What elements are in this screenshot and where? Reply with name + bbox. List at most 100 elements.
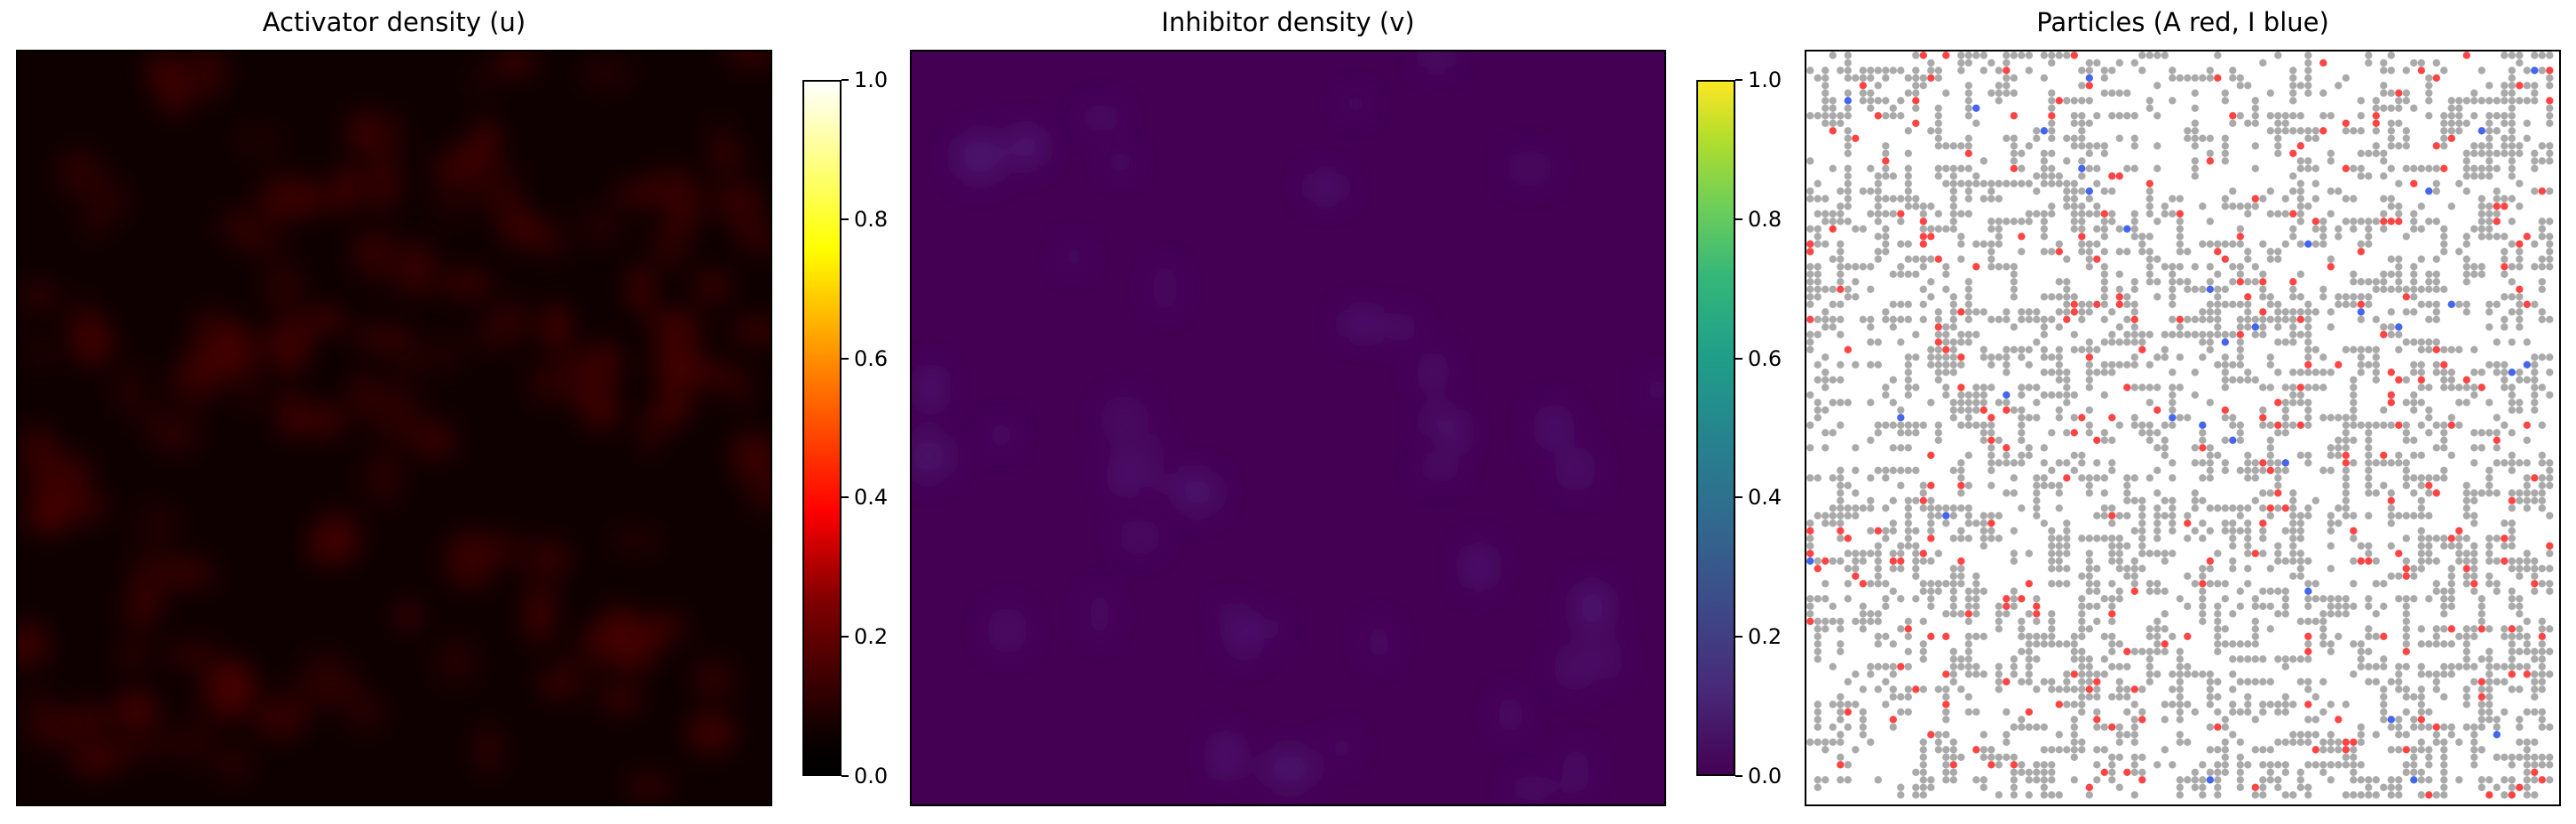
particle-dot-neutral (2100, 89, 2108, 97)
heatmap-density-blob (134, 503, 184, 544)
particle-dot-neutral (2184, 74, 2192, 82)
particle-dot-neutral (2251, 677, 2259, 685)
particle-dot-neutral (1844, 565, 1852, 573)
particle-dot-neutral (2130, 278, 2138, 286)
particle-dot-neutral (2319, 466, 2327, 474)
particle-dot-neutral (2085, 550, 2093, 558)
particle-dot-neutral (2425, 338, 2433, 346)
particle-dot-neutral (1867, 399, 1875, 407)
particle-dot-neutral (2296, 617, 2304, 625)
particle-dot-neutral (2229, 519, 2237, 527)
particle-dot-neutral (2003, 360, 2011, 368)
particle-dot-activator (2161, 640, 2169, 648)
particle-dot-neutral (2078, 315, 2086, 323)
particle-dot-neutral (1934, 429, 1942, 437)
particle-dot-activator (2417, 67, 2425, 75)
particle-dot-neutral (2229, 187, 2237, 195)
particle-dot-neutral (2319, 677, 2327, 685)
particle-dot-neutral (2304, 406, 2312, 414)
particle-dot-neutral (1972, 662, 1980, 670)
particle-dot-neutral (1919, 74, 1927, 82)
particle-dot-neutral (2410, 278, 2418, 286)
particle-dot-neutral (1934, 436, 1942, 444)
particle-dot-activator (1806, 315, 1814, 323)
particle-dot-neutral (2161, 496, 2169, 504)
particle-dot-neutral (1972, 391, 1980, 399)
particle-dot-neutral (2259, 746, 2267, 754)
particle-dot-neutral (1964, 338, 1972, 346)
particle-dot-neutral (2501, 97, 2509, 105)
particle-dot-neutral (2025, 179, 2033, 187)
particle-dot-neutral (1942, 761, 1950, 769)
particle-dot-neutral (1889, 519, 1897, 527)
particle-dot-neutral (2508, 587, 2516, 595)
particle-dot-neutral (2145, 278, 2153, 286)
particle-dot-neutral (2281, 308, 2289, 316)
particle-dot-activator (2025, 580, 2033, 588)
particle-dot-neutral (2493, 662, 2501, 670)
particle-dot-neutral (1852, 466, 1860, 474)
particle-dot-neutral (2100, 746, 2108, 754)
particle-dot-neutral (2108, 776, 2116, 784)
particle-dot-neutral (2380, 194, 2388, 202)
particle-dot-neutral (2003, 368, 2011, 376)
particle-dot-neutral (1859, 610, 1867, 618)
particle-dot-neutral (2357, 791, 2365, 799)
particle-dot-neutral (2063, 542, 2071, 550)
particle-dot-neutral (1882, 662, 1890, 670)
particle-dot-neutral (2304, 127, 2312, 135)
particle-dot-neutral (2169, 474, 2177, 482)
particle-dot-neutral (2508, 240, 2516, 248)
particle-dot-neutral (2311, 345, 2319, 353)
particle-dot-neutral (2417, 59, 2425, 67)
particle-dot-inhibitor (2206, 776, 2214, 784)
particle-dot-neutral (2350, 399, 2358, 407)
particle-dot-neutral (1889, 104, 1897, 112)
particle-dot-neutral (2070, 414, 2078, 422)
particle-dot-neutral (2108, 640, 2116, 648)
particle-dot-neutral (1867, 360, 1875, 368)
heatmap-density-blob (232, 126, 283, 156)
particle-dot-activator (1837, 527, 1845, 535)
particle-dot-neutral (2221, 368, 2229, 376)
particle-dot-neutral (2206, 74, 2214, 82)
particle-dot-neutral (2274, 738, 2282, 746)
particle-dot-neutral (1949, 187, 1957, 195)
particle-dot-neutral (1927, 776, 1935, 784)
particle-dot-neutral (1942, 685, 1950, 693)
particle-dot-activator (1964, 610, 1972, 618)
particle-dot-neutral (1806, 738, 1814, 746)
particle-dot-neutral (2078, 655, 2086, 663)
particle-dot-neutral (1867, 496, 1875, 504)
particle-dot-neutral (2266, 761, 2274, 769)
heatmap-density-blob (235, 363, 267, 412)
particle-dot-neutral (2531, 240, 2539, 248)
particle-dot-neutral (2085, 97, 2093, 105)
particle-dot-neutral (1964, 504, 1972, 512)
particle-dot-activator (2296, 384, 2304, 392)
particle-dot-neutral (2350, 753, 2358, 761)
particle-dot-neutral (2115, 248, 2123, 256)
particle-dot-neutral (2206, 149, 2214, 157)
particle-dot-neutral (2048, 527, 2056, 535)
particle-dot-neutral (2455, 550, 2463, 558)
particle-dot-neutral (2161, 587, 2169, 595)
particle-dot-activator (1942, 701, 1950, 709)
particle-dot-neutral (2130, 210, 2138, 218)
particle-dot-neutral (1927, 293, 1935, 301)
particle-dot-neutral (2335, 632, 2343, 640)
particle-dot-neutral (2402, 67, 2410, 75)
particle-dot-neutral (2055, 459, 2063, 467)
particle-dot-neutral (2395, 451, 2403, 459)
particle-dot-neutral (1897, 338, 1905, 346)
particle-dot-neutral (2130, 112, 2138, 120)
particle-dot-neutral (2462, 701, 2470, 709)
particle-dot-neutral (2040, 783, 2048, 791)
particle-dot-neutral (2055, 406, 2063, 414)
particle-dot-neutral (2274, 761, 2282, 769)
particle-dot-neutral (2259, 527, 2267, 535)
particle-dot-neutral (2048, 791, 2056, 799)
particle-dot-neutral (2546, 511, 2554, 519)
particle-dot-neutral (2244, 466, 2252, 474)
particle-dot-neutral (1919, 640, 1927, 648)
